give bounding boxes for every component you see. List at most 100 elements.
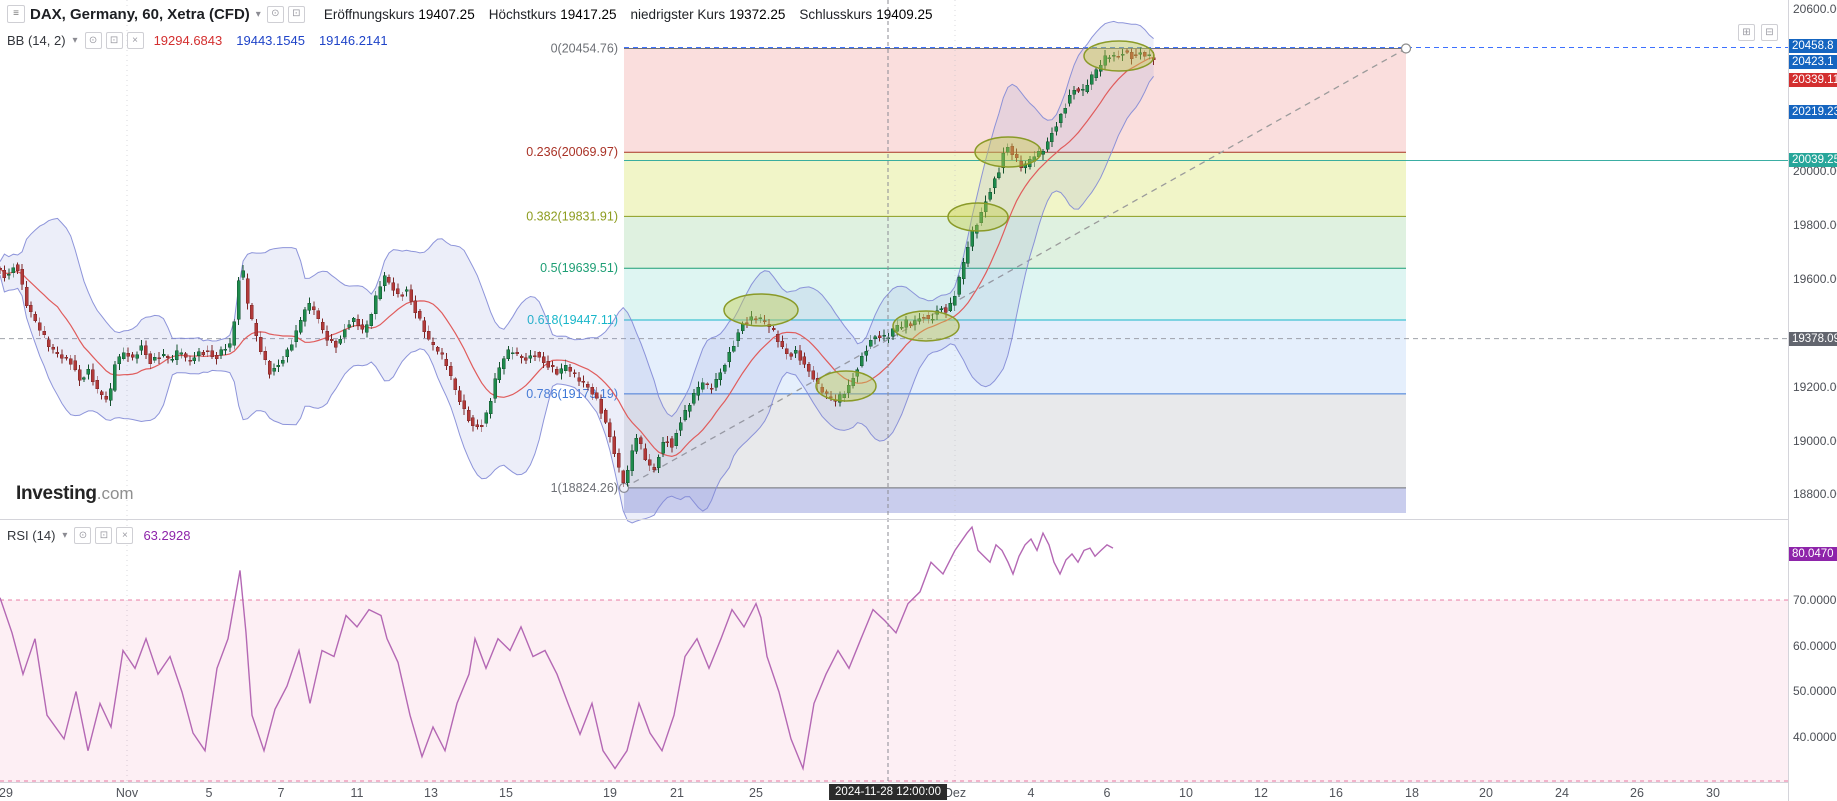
candle-body [824, 391, 829, 394]
candle-body [780, 341, 785, 347]
candle-body [281, 359, 285, 364]
rsi-tool-icon[interactable]: ⊙ [74, 527, 92, 544]
rsi-chevron-down-icon[interactable]: ▾ [62, 530, 68, 541]
time-axis-label: 10 [1179, 786, 1193, 800]
candle-body [952, 296, 957, 306]
time-axis-label: 13 [424, 786, 438, 800]
candle-body [276, 365, 281, 368]
investing-logo: Investing.com [16, 483, 134, 505]
candle-body [829, 396, 833, 398]
candle-body [68, 358, 73, 365]
ohlc-label: Schlusskurs [799, 6, 873, 22]
ellipse-annotation[interactable] [947, 202, 1009, 232]
trend-line-handle[interactable] [1400, 43, 1412, 54]
candle-body [1112, 55, 1116, 57]
candle-body [356, 319, 360, 327]
bb-tool-icon[interactable]: ⊙ [84, 32, 102, 49]
candle-body [1147, 54, 1151, 56]
bb-chevron-down-icon[interactable]: ▾ [72, 35, 78, 46]
instrument-title[interactable]: DAX, Germany, 60, Xetra (CFD) [30, 5, 250, 23]
chart-canvas[interactable]: 0(20454.76) 0.236(20069.97) 0.382(19831.91… [0, 0, 1788, 782]
rsi-tool-icon[interactable]: ⊡ [95, 527, 113, 544]
candle-body [515, 352, 519, 355]
candle-body [992, 178, 997, 189]
candle-body [798, 350, 802, 361]
candle-body [493, 378, 497, 399]
ellipse-annotation[interactable] [1083, 40, 1155, 72]
candle-body [754, 318, 758, 321]
candle-body [241, 270, 245, 278]
candle-body [289, 344, 294, 351]
candle-body [630, 450, 634, 471]
bb-indicator-label[interactable]: BB (14, 2) [7, 33, 66, 48]
chart-toolbar-icon[interactable]: ⊞ [1738, 24, 1755, 41]
candle-body [533, 355, 537, 357]
candle-body [453, 378, 458, 391]
rsi-axis-label: 70.0000 [1793, 593, 1837, 607]
candle-body [351, 317, 356, 322]
ellipse-annotation[interactable] [815, 370, 877, 402]
candle-body [577, 377, 581, 382]
rsi-tool-icon[interactable]: × [116, 527, 134, 544]
candles [0, 47, 1156, 488]
time-axis-label: 21 [670, 786, 684, 800]
candle-body [325, 330, 329, 341]
candle-body [303, 309, 307, 322]
candle-body [1116, 55, 1121, 58]
ohlc-value: 19417.25 [560, 6, 617, 22]
candle-body [175, 350, 179, 360]
candle-body [418, 310, 422, 319]
ellipse-annotation[interactable] [892, 310, 960, 342]
candle-body [263, 350, 267, 360]
price-axis-badge: 20219.23 [1789, 104, 1837, 119]
candle-body [930, 318, 935, 321]
time-axis-label: 12 [1254, 786, 1268, 800]
instrument-chevron-down-icon[interactable]: ▾ [255, 8, 261, 20]
candle-body [183, 353, 188, 358]
candle-body [307, 302, 312, 311]
candle-body [979, 211, 983, 223]
candle-body [20, 268, 24, 285]
time-axis-label: 6 [1103, 786, 1111, 800]
candle-body [670, 438, 674, 448]
candle-body [643, 448, 648, 460]
time-axis[interactable]: 29 Nov 5 7 11 13 15 19 21 25 Dez 4 6 10 12 16 18 20 24 26 30… [0, 782, 1788, 801]
candle-body [568, 367, 572, 372]
chart-toolbar-icon[interactable]: ⊟ [1761, 24, 1778, 41]
candle-body [519, 355, 524, 358]
price-axis-label: 19200.00 [1793, 379, 1837, 394]
candle-body [373, 295, 378, 314]
candle-body [771, 327, 776, 330]
candle-body [564, 364, 568, 372]
candle-body [1067, 95, 1072, 104]
candle-body [590, 387, 595, 395]
price-axis-label: 19800.00 [1793, 217, 1837, 232]
candle-body [617, 452, 621, 468]
bb-tool-icon[interactable]: × [126, 32, 144, 49]
ellipse-annotation[interactable] [974, 136, 1042, 168]
candle-body [559, 368, 564, 374]
candle-body [2, 269, 7, 279]
candle-body [161, 353, 166, 357]
candle-body [864, 350, 869, 356]
instrument-tool-icon[interactable]: ⊡ [287, 5, 305, 23]
fib-level-label: 0(20454.76) [551, 42, 618, 56]
instrument-menu-icon[interactable]: ≡ [7, 5, 25, 23]
instrument-tool-icon[interactable]: ⊙ [266, 5, 284, 23]
ohlc-group: Eröffnungskurs 19407.25 [324, 7, 475, 22]
candle-body [1041, 151, 1045, 155]
rsi-indicator-label[interactable]: RSI (14) [7, 528, 56, 543]
bb-tool-icon[interactable]: ⊡ [105, 32, 123, 49]
price-axis-label: 20000.00 [1793, 164, 1837, 179]
candle-body [343, 329, 347, 338]
instrument-legend: ≡ DAX, Germany, 60, Xetra (CFD) ▾ ⊙ ⊡ Erö… [7, 5, 933, 23]
price-axis[interactable]: 20600.00 20000.00 19800.00 19600.00 19200.00… [1788, 0, 1837, 801]
price-axis-badge: 20423.1 [1789, 55, 1837, 70]
trend-line-handle[interactable] [618, 482, 630, 493]
candle-body [997, 172, 1001, 178]
ellipse-annotation[interactable] [723, 293, 799, 327]
time-axis-label: 11 [350, 786, 364, 800]
bb-value: 19146.2141 [318, 33, 388, 48]
candle-body [811, 370, 816, 380]
candle-body [873, 336, 877, 340]
